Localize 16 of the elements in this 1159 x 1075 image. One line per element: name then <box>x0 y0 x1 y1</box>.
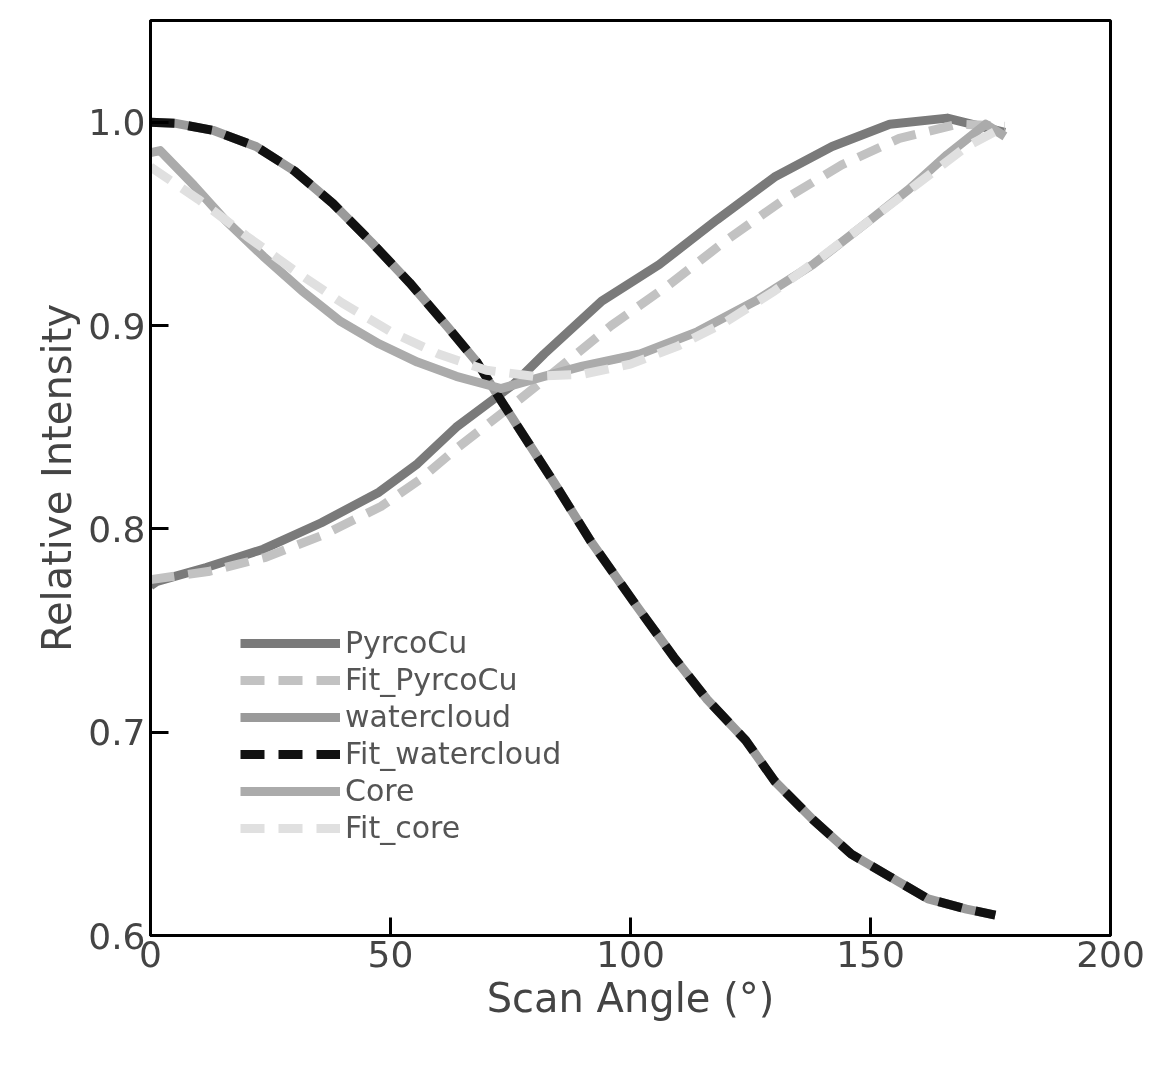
y-tick-label: 0.9 <box>88 305 146 347</box>
x-tick-label: 200 <box>1076 933 1145 975</box>
y-tick-label: 0.8 <box>88 508 146 550</box>
x-axis-title: Scan Angle (°) <box>486 974 775 1021</box>
y-tick-label: 0.7 <box>88 712 146 754</box>
x-tick-label: 150 <box>836 933 905 975</box>
x-tick-label: 50 <box>367 933 414 975</box>
legend-label: watercloud <box>345 699 512 734</box>
legend-label: Fit_watercloud <box>345 736 562 771</box>
y-tick-label: 1.0 <box>88 102 146 144</box>
x-tick-label: 100 <box>596 933 665 975</box>
legend-label: PyrcoCu <box>345 625 468 660</box>
y-axis-title: Relative Intensity <box>34 303 81 653</box>
legend-label: Core <box>345 773 415 808</box>
legend-label: Fit_PyrcoCu <box>345 662 518 697</box>
legend-label: Fit_core <box>345 810 461 845</box>
